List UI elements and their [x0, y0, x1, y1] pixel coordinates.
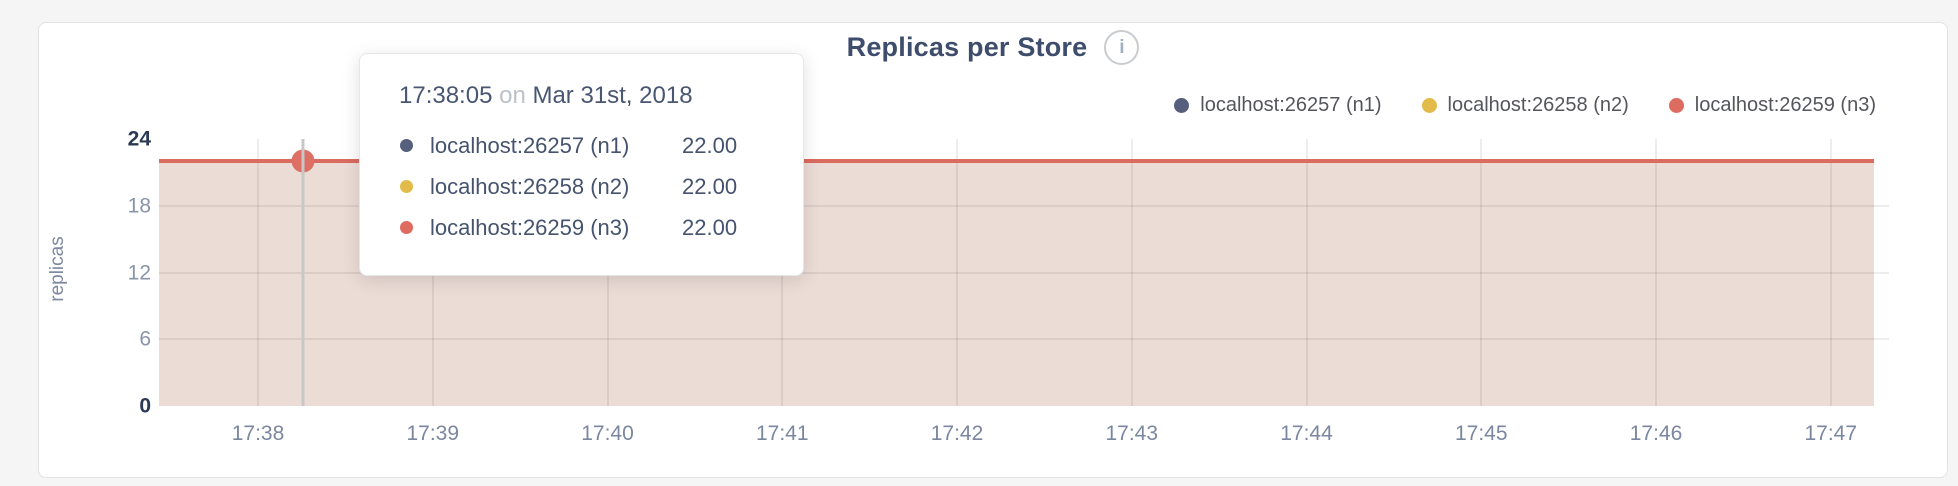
y-gridline: [159, 204, 1889, 207]
x-tick-label: 17:42: [930, 422, 984, 445]
hover-guideline: [301, 139, 305, 406]
info-icon[interactable]: i: [1104, 29, 1140, 65]
y-tick-label: 24: [127, 127, 151, 151]
tooltip-connector: on: [499, 82, 526, 109]
hover-tooltip: 17:38:05 on Mar 31st, 2018 localhost:262…: [359, 53, 804, 276]
x-tick-label: 17:38: [231, 422, 285, 445]
tooltip-series-value: 22.00: [682, 173, 738, 199]
y-tick-label: 6: [139, 327, 151, 351]
legend-series-dot-icon: [1668, 97, 1684, 113]
x-tick-label: 17:39: [406, 422, 460, 445]
chart-card: Replicas per Store i localhost:26257 (n1…: [38, 22, 1948, 478]
info-icon-glyph: i: [1119, 36, 1125, 58]
legend: localhost:26257 (n1) localhost:26258 (n2…: [1174, 89, 1876, 121]
legend-series-label: localhost:26257 (n1): [1200, 93, 1382, 116]
x-gridline: [1305, 139, 1308, 406]
tooltip-series-label: localhost:26259 (n3): [430, 214, 630, 240]
tooltip-time: 17:38:05: [399, 82, 493, 109]
legend-item[interactable]: localhost:26258 (n2): [1421, 93, 1629, 117]
tooltip-series-dot-icon: [400, 139, 413, 152]
x-gridline: [1829, 139, 1832, 406]
y-tick-label: 12: [127, 261, 151, 284]
x-gridline: [257, 139, 260, 406]
x-gridline: [1130, 139, 1133, 406]
y-axis-title: replicas: [47, 236, 68, 302]
x-tick-label: 17:45: [1454, 422, 1508, 445]
tooltip-series-label: localhost:26257 (n1): [430, 132, 630, 158]
tooltip-series-label: localhost:26258 (n2): [430, 173, 630, 199]
x-tick-label: 17:40: [581, 422, 634, 445]
y-axis: 0 6 12 18 24: [39, 129, 151, 417]
tooltip-row: localhost:26259 (n3) 22.00: [360, 207, 803, 248]
legend-series-label: localhost:26258 (n2): [1447, 93, 1629, 116]
tooltip-row: localhost:26257 (n1) 22.00: [360, 125, 803, 166]
x-tick-label: 17:44: [1280, 422, 1333, 445]
legend-item[interactable]: localhost:26259 (n3): [1668, 93, 1876, 117]
legend-series-label: localhost:26259 (n3): [1694, 93, 1876, 116]
x-gridline: [1655, 139, 1657, 406]
tooltip-series-value: 22.00: [682, 214, 738, 240]
x-axis: 17:38 17:39 17:40 17:41 17:42 17:43 17:44 17:45…: [159, 418, 1889, 450]
legend-series-dot-icon: [1174, 97, 1190, 113]
y-gridline: [159, 338, 1889, 341]
tooltip-series-dot-icon: [400, 221, 413, 234]
tooltip-series-value: 22.00: [682, 132, 738, 158]
y-gridline: [159, 271, 1889, 274]
tooltip-series-dot-icon: [400, 180, 413, 193]
chart-title: Replicas per Store: [846, 31, 1088, 62]
legend-item[interactable]: localhost:26257 (n1): [1174, 93, 1382, 117]
x-gridline: [1480, 139, 1483, 406]
y-tick-label: 0: [139, 394, 151, 418]
tooltip-date: Mar 31st, 2018: [532, 82, 693, 109]
chart-header: Replicas per Store i: [39, 23, 1947, 71]
y-tick-label: 18: [127, 194, 151, 218]
x-tick-label: 17:43: [1105, 422, 1159, 445]
x-tick-label: 17:47: [1804, 422, 1858, 445]
tooltip-rows: localhost:26257 (n1) 22.00 localhost:262…: [360, 125, 803, 248]
series-top-line: [159, 159, 1875, 164]
x-tick-label: 17:41: [755, 422, 809, 445]
x-tick-label: 17:46: [1629, 422, 1683, 445]
legend-series-dot-icon: [1421, 97, 1437, 113]
x-gridline: [956, 139, 958, 406]
tooltip-row: localhost:26258 (n2) 22.00: [360, 166, 803, 207]
tooltip-timestamp: 17:38:05 on Mar 31st, 2018: [360, 82, 803, 110]
